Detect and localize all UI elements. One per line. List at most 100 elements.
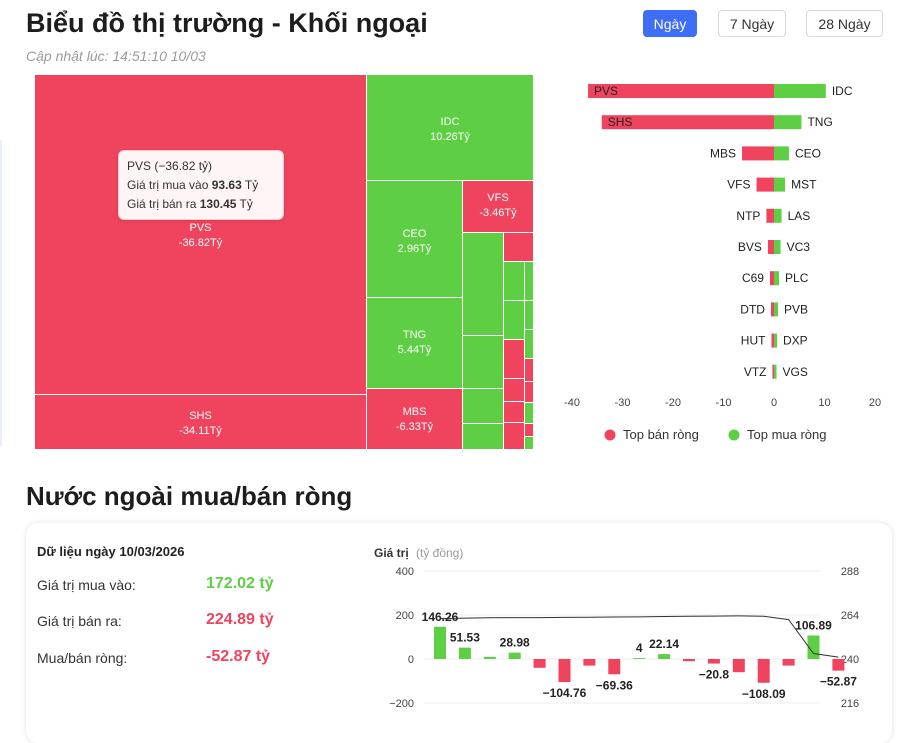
buy-bar-vgs <box>774 364 777 379</box>
tile-value: -36.82Tỷ <box>178 237 223 249</box>
y-tick-label: 400 <box>396 566 414 578</box>
treemap-tile-shs[interactable]: SHS -34.11Tỷ <box>34 394 367 450</box>
treemap-tile-small[interactable] <box>462 423 504 450</box>
buy-bar-plc <box>774 271 780 286</box>
sell-bar-ntp <box>766 208 774 223</box>
treemap-tile-pvs[interactable]: PVS -36.82Tỷ <box>34 74 367 395</box>
treemap: PVS -36.82Tỷ SHS -34.11Tỷ IDC 10.26Tỷ CE… <box>34 74 534 450</box>
sell-bar-shs <box>601 115 774 130</box>
y2-tick-label: 216 <box>841 698 859 710</box>
buy-label: PLC <box>785 271 809 285</box>
tab-7-days[interactable]: 7 Ngày <box>718 10 786 37</box>
x-tick-label: -30 <box>615 397 631 409</box>
x-tick-label: 0 <box>771 397 777 409</box>
net-bar <box>633 658 646 659</box>
treemap-tile-small[interactable] <box>524 300 534 330</box>
page-title: Biểu đồ thị trường - Khối ngoại <box>26 8 428 38</box>
treemap-tile-mbs[interactable]: MBS -6.33Tỷ <box>366 388 463 450</box>
net-bar <box>483 656 496 659</box>
net-bar <box>458 647 471 659</box>
treemap-tile-small[interactable] <box>524 423 534 437</box>
net-value-label: Mua/bán ròng: <box>37 650 128 666</box>
treemap-tile-small[interactable] <box>524 261 534 301</box>
buy-label: TNG <box>807 115 832 129</box>
treemap-tile-small[interactable] <box>462 388 504 424</box>
treemap-tile-small[interactable] <box>524 329 534 359</box>
treemap-tile-small[interactable] <box>503 300 525 340</box>
tooltip-head: PVS (−36.82 tỷ) <box>127 159 213 173</box>
net-data-label: −52.87 <box>820 675 857 689</box>
y-axis-unit: (tỷ đồng) <box>416 546 463 560</box>
sell-label: DTD <box>740 302 765 316</box>
net-bar <box>658 654 671 659</box>
treemap-tile-vfs[interactable]: VFS -3.46Tỷ <box>462 180 534 233</box>
buy-label: DXP <box>783 334 808 348</box>
tooltip-buy-value: 93.63 <box>211 178 242 192</box>
tab-28-days[interactable]: 28 Ngày <box>806 10 883 37</box>
sell-value: 224.89 tỷ <box>206 611 274 628</box>
sell-label: PVS <box>594 84 618 98</box>
treemap-tile-tng[interactable]: TNG 5.44Tỷ <box>366 297 463 389</box>
tile-value: -34.11Tỷ <box>179 425 222 437</box>
buy-label: VGS <box>783 365 808 379</box>
net-bar <box>533 659 546 668</box>
treemap-tile-small[interactable] <box>503 378 525 402</box>
legend-label: Top bán ròng <box>623 427 699 442</box>
buy-label: MST <box>791 178 817 192</box>
sell-bar-bvs <box>767 240 774 254</box>
sell-label: BVS <box>738 240 762 254</box>
net-data-label: 4 <box>636 641 643 655</box>
y-tick-label: 0 <box>408 654 414 666</box>
buy-label: IDC <box>832 84 853 98</box>
net-flow-chart: Giá trị (tỷ đồng)400 200 0 −200 288 264 240 216 1… <box>374 546 859 710</box>
treemap-tile-ceo[interactable]: CEO 2.96Tỷ <box>366 180 463 298</box>
tile-ticker: PVS <box>189 222 212 234</box>
sell-label: MBS <box>710 146 736 160</box>
treemap-tile-small[interactable] <box>462 335 504 389</box>
treemap-tile-small[interactable] <box>503 401 525 423</box>
net-bar <box>732 659 745 673</box>
sell-bar-vtz <box>772 364 774 379</box>
net-data-label: −108.09 <box>742 687 786 701</box>
treemap-tile-small[interactable] <box>524 402 534 424</box>
net-bar <box>508 652 521 659</box>
net-bar <box>608 659 621 675</box>
net-data-label: −104.76 <box>543 686 587 700</box>
index-line <box>439 615 839 658</box>
buy-bar-las <box>774 208 782 223</box>
treemap-tile-small[interactable] <box>462 232 504 336</box>
buy-label: LAS <box>788 209 811 223</box>
sell-bar-pvs <box>588 84 774 98</box>
net-data-label: −69.36 <box>596 678 633 692</box>
net-data-label: 51.53 <box>450 631 480 645</box>
treemap-tile-small[interactable] <box>524 381 534 403</box>
tooltip-sell-label: Giá trị bán ra <box>127 197 197 211</box>
y-tick-label: −200 <box>389 698 414 710</box>
section-title: Nước ngoài mua/bán ròng <box>26 481 353 511</box>
tile-value: -3.46Tỷ <box>479 207 517 219</box>
sell-label: VTZ <box>744 365 767 379</box>
top-net-bar-chart: PVS SHS MBS VFS NTP BVS C69 DTD HUT VTZ IDC TNG CEO M… <box>564 84 881 442</box>
treemap-tile-small[interactable] <box>503 422 525 450</box>
treemap-tile-small[interactable] <box>503 261 525 301</box>
sell-value-label: Giá trị bán ra: <box>37 613 122 629</box>
treemap-tile-small[interactable] <box>503 232 534 262</box>
sell-bar-c69 <box>769 271 774 286</box>
sell-label: C69 <box>742 271 764 285</box>
tile-ticker: VFS <box>487 192 509 204</box>
net-bar <box>807 635 820 659</box>
sell-label: SHS <box>608 115 633 129</box>
treemap-tile-small[interactable] <box>524 436 534 450</box>
buy-value: 172.02 tỷ <box>206 575 274 592</box>
net-data-label: 22.14 <box>649 637 679 651</box>
treemap-tile-small[interactable] <box>503 339 525 379</box>
updated-timestamp: Cập nhật lúc: 14:51:10 10/03 <box>26 48 206 64</box>
tab-day[interactable]: Ngày <box>643 10 697 37</box>
legend-dot <box>728 429 740 441</box>
treemap-tile-idc[interactable]: IDC 10.26Tỷ <box>366 74 534 181</box>
summary-card <box>26 523 892 743</box>
buy-bar-pvb <box>774 302 779 317</box>
buy-bar-dxp <box>774 333 778 348</box>
treemap-tile-small[interactable] <box>524 358 534 382</box>
y-axis-title: Giá trị <box>374 546 409 560</box>
